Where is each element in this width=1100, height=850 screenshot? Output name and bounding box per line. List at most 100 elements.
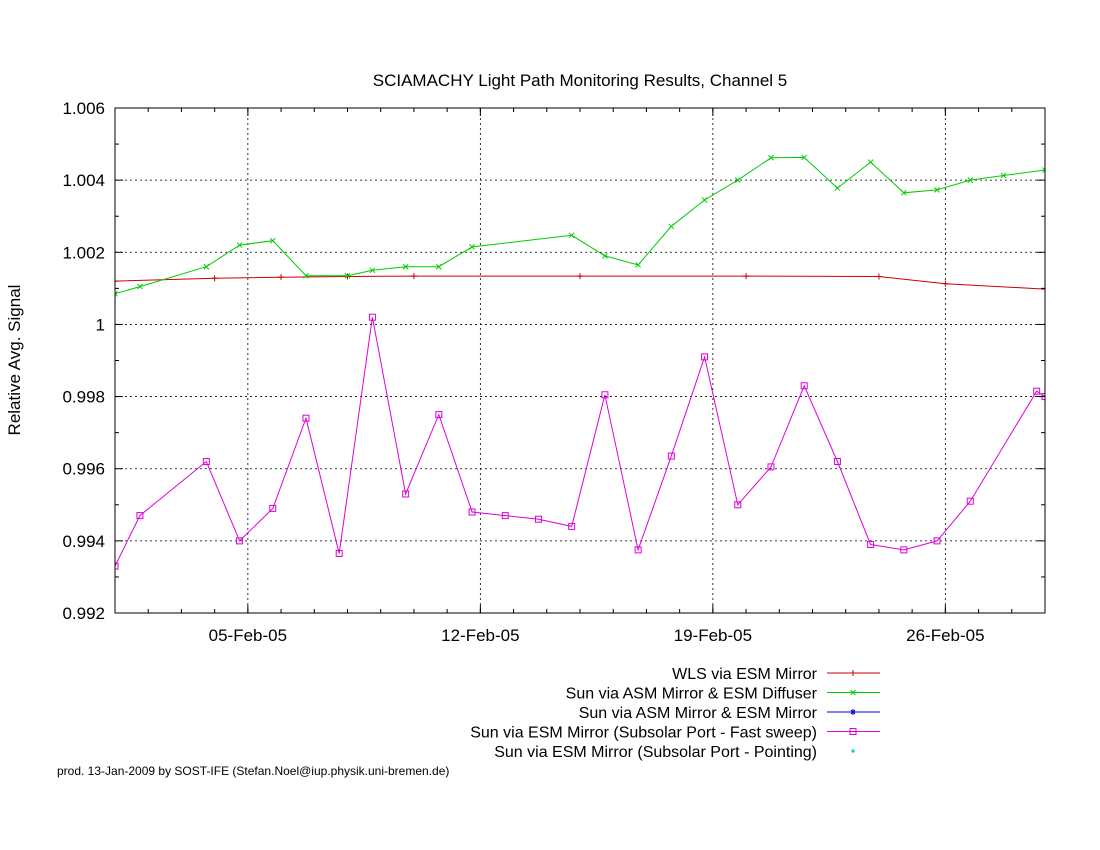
data-point (202, 458, 210, 465)
data-point (278, 274, 285, 281)
data-point (501, 512, 509, 520)
data-point (601, 391, 609, 399)
data-point (668, 223, 675, 230)
legend-marker (850, 670, 856, 676)
data-point (867, 159, 874, 165)
data-point (344, 273, 351, 280)
data-point (136, 512, 144, 520)
x-tick-label: 12-Feb-05 (441, 626, 519, 645)
y-tick-label: 1 (96, 315, 105, 334)
series-layer (115, 154, 1045, 570)
data-point (602, 253, 608, 259)
data-point (801, 154, 808, 161)
footer-text: prod. 13-Jan-2009 by SOST-IFE (Stefan.No… (57, 764, 449, 778)
data-point (410, 273, 417, 280)
data-point (667, 452, 675, 460)
data-point (435, 411, 443, 419)
legend-label: Sun via ESM Mirror (Subsolar Port - Fast… (470, 725, 817, 742)
data-point (635, 262, 641, 268)
data-point (115, 290, 118, 297)
data-point (402, 263, 409, 270)
series-line (115, 317, 1045, 567)
series-4 (115, 313, 1045, 570)
data-point (967, 177, 974, 183)
data-point (701, 353, 709, 361)
y-tick-label: 1.004 (62, 171, 105, 190)
data-point (269, 504, 277, 512)
data-point (934, 187, 940, 193)
legend-label: WLS via ESM Mirror (672, 666, 818, 683)
legend-marker (849, 728, 857, 735)
y-tick-label: 0.996 (62, 460, 105, 479)
series-line (115, 275, 1045, 290)
data-point (568, 232, 575, 239)
data-point (236, 537, 244, 545)
data-point (115, 278, 118, 285)
data-point (302, 414, 310, 422)
data-point (834, 185, 841, 191)
x-tick-label: 05-Feb-05 (209, 626, 287, 645)
chart-title: SCIAMACHY Light Path Monitoring Results,… (373, 71, 788, 90)
data-point (137, 283, 143, 290)
y-tick-label: 0.992 (62, 604, 105, 623)
y-tick-label: 0.994 (62, 532, 105, 551)
data-point (203, 263, 210, 270)
legend-marker (850, 689, 856, 696)
x-tick-label: 19-Feb-05 (674, 626, 752, 645)
data-point (568, 522, 576, 530)
x-tick-label: 26-Feb-05 (906, 626, 984, 645)
legend-marker (851, 749, 855, 753)
data-point (867, 540, 875, 548)
data-point (634, 546, 642, 554)
legend: WLS via ESM Mirror Sun via ASM Mirror & E… (470, 666, 880, 761)
data-point (344, 272, 351, 279)
data-point (1000, 172, 1007, 179)
data-point (469, 244, 475, 250)
data-point (1033, 387, 1041, 395)
series-1 (115, 273, 1045, 293)
data-point (435, 263, 442, 270)
data-point (269, 237, 276, 244)
data-point (368, 313, 376, 321)
data-point (942, 280, 949, 287)
data-point (534, 515, 542, 523)
data-point (701, 197, 708, 203)
data-point (875, 273, 882, 280)
data-point (468, 508, 476, 516)
series-line (115, 156, 1045, 295)
data-point (933, 537, 941, 545)
data-point (800, 382, 808, 390)
data-point (900, 189, 907, 196)
data-point (335, 549, 343, 557)
data-point (767, 463, 775, 471)
data-point (1042, 286, 1045, 293)
y-axis-title: Relative Avg. Signal (5, 285, 24, 436)
data-point (369, 267, 376, 274)
data-point (115, 562, 119, 570)
grid-layer (115, 108, 1045, 613)
data-point (768, 154, 774, 161)
data-point (833, 458, 841, 465)
y-axis: 0.992 0.994 0.996 0.998 1 1.002 1.004 1.006 (62, 99, 1045, 623)
x-axis: 05-Feb-05 12-Feb-05 19-Feb-05 26-Feb-05 (147, 108, 1013, 645)
data-point (900, 546, 908, 554)
y-tick-label: 1.006 (62, 99, 105, 118)
data-point (577, 273, 583, 280)
data-point (1042, 167, 1045, 173)
data-point (734, 177, 741, 183)
data-point (211, 275, 218, 282)
y-tick-label: 1.002 (62, 243, 105, 262)
data-point (303, 272, 309, 279)
series-2 (115, 154, 1045, 297)
legend-label: Sun via ASM Mirror & ESM Diffuser (566, 686, 818, 703)
data-point (734, 501, 742, 509)
legend-label: Sun via ESM Mirror (Subsolar Port - Poin… (494, 744, 817, 761)
plot-frame (114, 107, 1046, 614)
y-tick-label: 0.998 (62, 388, 105, 407)
data-point (966, 497, 974, 505)
legend-label: Sun via ASM Mirror & ESM Mirror (579, 705, 818, 722)
data-point (743, 273, 750, 280)
data-point (402, 490, 410, 498)
legend-marker (850, 709, 856, 715)
